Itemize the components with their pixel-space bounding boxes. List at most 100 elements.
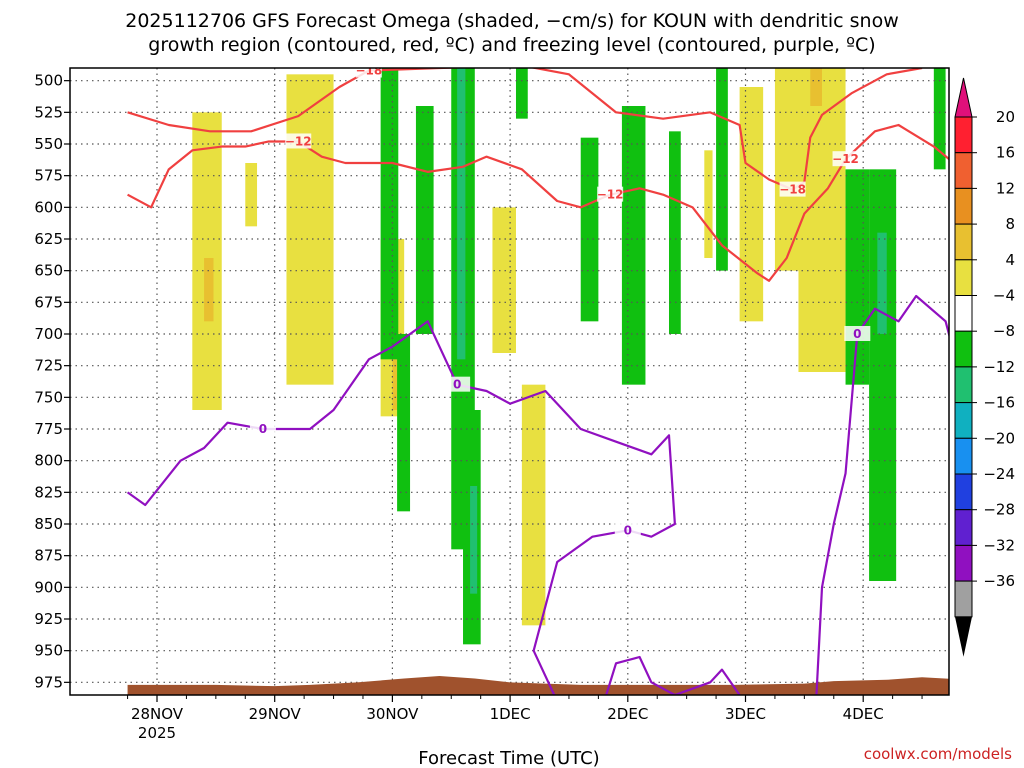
omega-shading (580, 137, 599, 322)
omega-shading (204, 258, 214, 322)
dgz-contour-label-group: −18 (779, 181, 806, 197)
colorbar-swatch (954, 116, 973, 154)
dgz-contour-label: −12 (597, 188, 624, 202)
colorbar-swatch (954, 580, 973, 618)
colorbar-label: 4 (1005, 251, 1015, 269)
dgz-contour-label-background (832, 151, 859, 167)
colorbar-upper-arrow (954, 77, 973, 118)
y-tick-label: 875 (34, 547, 63, 565)
y-tick-label: 750 (34, 388, 63, 406)
colorbar-label: −4 (993, 287, 1015, 305)
dgz-contour-label-background (597, 186, 624, 202)
x-tick-label: 3DEC (725, 705, 766, 723)
chart-title-line-1: 2025112706 GFS Forecast Omega (shaded, −… (125, 10, 899, 32)
x-tick-label: 1DEC (490, 705, 531, 723)
colorbar-label: 12 (996, 179, 1015, 197)
freezing-contour-label-group: 0 (844, 326, 871, 341)
dgz-contour-label-group: −12 (597, 186, 624, 202)
omega-shading (621, 106, 646, 385)
freezing-contour-label: 0 (853, 327, 861, 341)
colorbar-swatch (954, 187, 973, 225)
omega-shading (457, 68, 466, 360)
freezing-contour-label-group: 0 (444, 376, 471, 392)
x-tick-label: 28NOV (131, 705, 184, 723)
colorbar-lower-arrow (955, 616, 972, 657)
colorbar-swatch (954, 437, 973, 475)
omega-shading (415, 106, 434, 334)
dgz-contour-label-group: −18 (355, 64, 382, 78)
freezing-level-contour-line (815, 294, 949, 695)
dgz-contour-label-background (285, 133, 312, 149)
colorbar-swatch (954, 259, 973, 296)
y-axis-ticks: 500 525 550 575 600 625 650 675 700 725 750 775 800 8… (34, 72, 70, 691)
dgz-contour-line (127, 123, 949, 282)
freezing-contour-label: 0 (624, 523, 632, 537)
y-tick-label: 850 (34, 515, 63, 533)
omega-shading (397, 334, 411, 512)
omega-shading (845, 169, 870, 385)
omega-shading (716, 68, 728, 271)
x-tick-sublabel: 2025 (138, 724, 176, 742)
y-tick-label: 725 (34, 357, 63, 375)
y-tick-label: 925 (34, 610, 63, 628)
dgz-contour-label-background (779, 181, 806, 197)
colorbar-label: −12 (983, 358, 1015, 376)
y-tick-label: 775 (34, 420, 63, 438)
omega-shading (380, 68, 399, 360)
freezing-contour-label-background (844, 326, 871, 341)
omega-shading (933, 68, 946, 170)
freezing-contour-label: 0 (259, 422, 267, 436)
colorbar-label: −36 (983, 572, 1015, 590)
dgz-contour-label: −12 (832, 152, 859, 166)
dgz-contour-line (127, 68, 923, 191)
colorbar-label: −8 (993, 322, 1015, 340)
y-tick-label: 800 (34, 452, 63, 470)
omega-shading (739, 87, 764, 322)
terrain-surface (127, 676, 949, 695)
dgz-contour-label: −12 (285, 134, 312, 148)
colorbar-swatch (954, 330, 973, 368)
y-tick-label: 825 (34, 483, 63, 501)
colorbar-label: −20 (983, 429, 1015, 447)
y-tick-label: 575 (34, 167, 63, 185)
x-tick-label: 4DEC (843, 705, 884, 723)
y-tick-label: 700 (34, 325, 63, 343)
omega-shading (704, 150, 713, 258)
x-tick-label: 2DEC (607, 705, 648, 723)
omega-shading (392, 334, 400, 410)
y-tick-label: 550 (34, 135, 63, 153)
dgz-contour-label-group: −12 (832, 151, 859, 167)
colorbar-label: −16 (983, 394, 1015, 412)
colorbar-swatch (954, 295, 973, 332)
credit-link[interactable]: coolwx.com/models (864, 745, 1012, 763)
colorbar-label: 16 (996, 144, 1015, 162)
dgz-contour-label-background (355, 68, 382, 78)
omega-shading (492, 207, 516, 353)
freezing-contour-label-group: 0 (614, 522, 641, 538)
freezing-contour-label-background (444, 376, 471, 392)
freezing-contour-label-background (249, 421, 276, 436)
colorbar-label: 20 (996, 108, 1015, 126)
y-tick-label: 525 (34, 103, 63, 121)
freezing-contour-label-background (614, 522, 641, 538)
freezing-contour-label: 0 (453, 378, 461, 392)
dgz-contour-label: −18 (355, 64, 382, 78)
freezing-contour-label-group: 0 (249, 421, 276, 436)
x-axis-label: Forecast Time (UTC) (418, 748, 599, 768)
y-tick-label: 625 (34, 230, 63, 248)
x-tick-label: 30NOV (366, 705, 419, 723)
y-tick-label: 600 (34, 198, 63, 216)
freezing-level-contour-line (605, 655, 741, 695)
omega-shading (971, 144, 978, 195)
omega-shading (810, 68, 823, 106)
colorbar: 20 16 12 8 4 −4 −8 −12 −16 −20 −24 −28 −32 −36 (954, 77, 1015, 657)
omega-shading (515, 68, 528, 119)
omega-shading (245, 163, 258, 227)
dgz-contour-label: −18 (779, 183, 806, 197)
omega-shading (877, 232, 887, 334)
omega-shading (798, 68, 846, 373)
chart-title-line-2: growth region (contoured, red, ºC) and f… (148, 34, 875, 56)
